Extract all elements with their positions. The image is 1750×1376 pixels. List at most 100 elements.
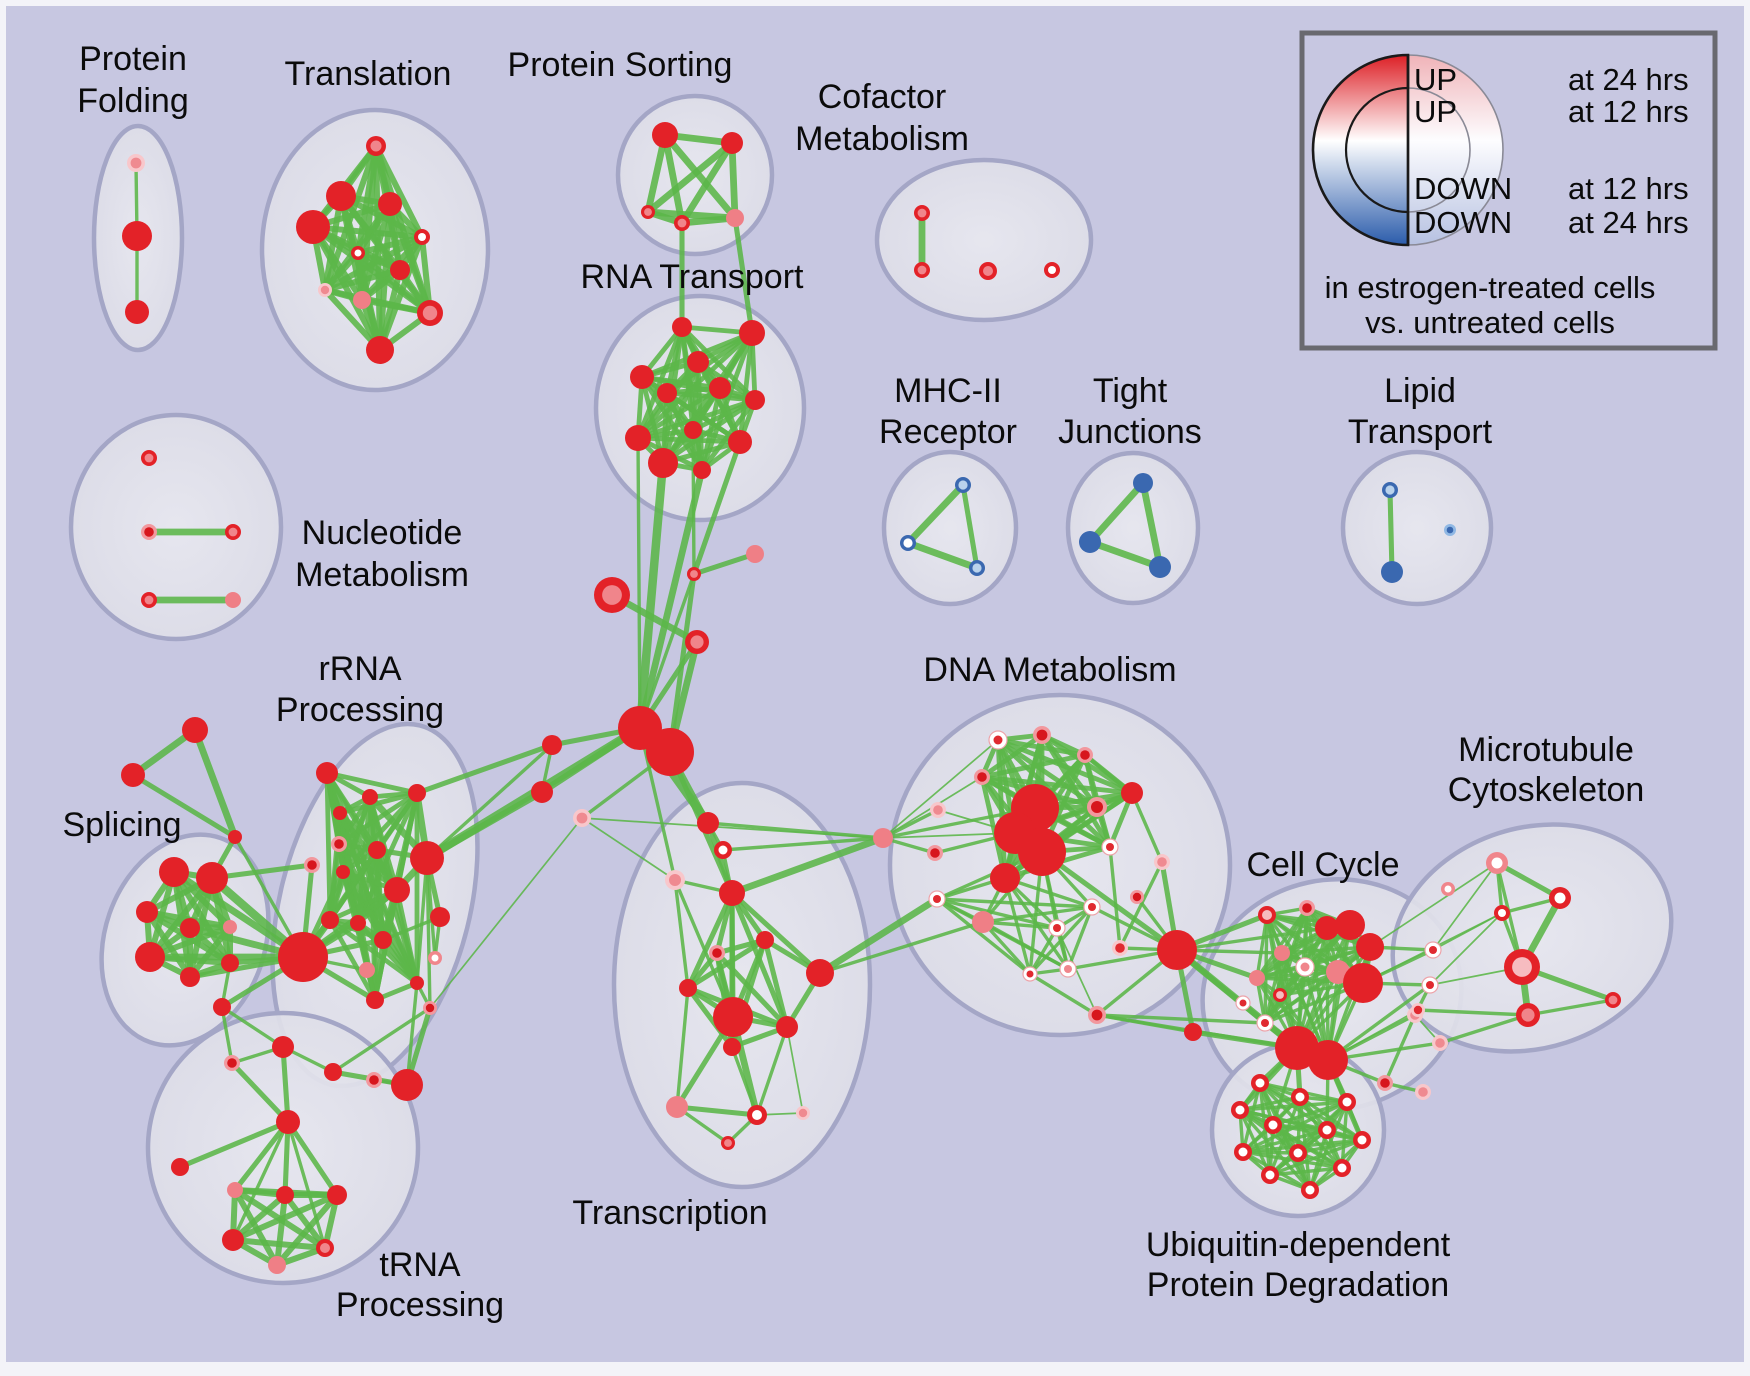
cluster-ellipse-mhc-ii-receptor — [881, 449, 1019, 607]
network-node-core — [1276, 991, 1284, 999]
network-node-core — [334, 839, 344, 849]
network-node-core — [1091, 801, 1103, 813]
network-edge — [660, 397, 758, 466]
network-edge — [699, 397, 758, 473]
network-node-core — [1132, 892, 1142, 902]
network-node — [366, 336, 394, 364]
network-node — [1356, 933, 1384, 961]
network-node-core — [418, 233, 426, 241]
network-node — [410, 976, 424, 990]
network-node-core — [1426, 981, 1434, 989]
network-node — [278, 932, 328, 982]
network-node — [806, 959, 834, 987]
network-node-core — [972, 563, 982, 573]
network-edge — [1039, 849, 1180, 953]
network-node — [326, 181, 356, 211]
network-node — [390, 260, 410, 280]
cluster-label-nucleotide-metabolism: Metabolism — [295, 556, 469, 594]
network-node — [225, 592, 241, 608]
network-node — [362, 789, 378, 805]
network-edge — [755, 1025, 789, 1117]
network-node-core — [1293, 1148, 1303, 1158]
network-edge — [274, 1192, 340, 1268]
cluster-ellipse-lipid-transport — [1340, 449, 1494, 607]
network-edge — [673, 878, 690, 990]
network-edge — [729, 890, 823, 976]
network-edge — [581, 817, 676, 881]
network-node-core — [144, 595, 154, 605]
network-node — [684, 421, 702, 439]
network-edge — [1369, 862, 1498, 948]
network-edge — [322, 267, 403, 293]
network-edge — [191, 726, 239, 841]
network-edge — [423, 788, 546, 862]
network-edge — [1416, 1008, 1530, 1017]
cluster-label-rna-transport: RNA Transport — [581, 258, 805, 296]
network-node-core — [307, 860, 317, 870]
network-node-core — [422, 305, 438, 321]
network-edge — [322, 250, 361, 293]
network-node-core — [1300, 962, 1310, 972]
network-node — [648, 448, 678, 478]
network-node-core — [1337, 1163, 1347, 1173]
legend-row-time: at 12 hrs — [1568, 171, 1689, 206]
network-edge — [721, 836, 885, 852]
cluster-label-nucleotide-metabolism: Nucleotide — [302, 514, 463, 552]
legend-row-time: at 24 hrs — [1568, 205, 1689, 240]
network-node-core — [1235, 1105, 1245, 1115]
network-node — [652, 122, 678, 148]
network-edge — [220, 1005, 285, 1049]
network-node-core — [933, 895, 941, 903]
network-edge — [209, 862, 315, 881]
network-edge — [1263, 951, 1284, 1025]
network-edge — [230, 1192, 340, 1243]
network-node — [359, 962, 375, 978]
network-edge — [644, 139, 736, 216]
network-edge — [1387, 487, 1395, 575]
network-node-core — [1357, 1135, 1367, 1145]
network-edge — [372, 937, 386, 1003]
network-node — [719, 880, 745, 906]
network-node — [321, 911, 339, 929]
network-node — [135, 942, 165, 972]
network-node-core — [1302, 903, 1312, 913]
network-edge — [414, 742, 555, 796]
network-node — [366, 991, 384, 1009]
network-node — [756, 931, 774, 949]
network-node-core — [602, 585, 622, 605]
cluster-label-cofactor-metabolism: Metabolism — [795, 120, 969, 158]
network-node — [180, 967, 200, 987]
cluster-ellipse-cofactor-metabolism — [874, 157, 1094, 323]
legend-row-time: at 12 hrs — [1568, 94, 1689, 129]
network-node-core — [644, 208, 652, 216]
legend-caption: vs. untreated cells — [1365, 305, 1615, 340]
legend-box: UP at 24 hrs UP at 12 hrs DOWN at 12 hrs DOWN a… — [1299, 30, 1718, 351]
network-edge — [960, 482, 980, 571]
network-node — [384, 877, 410, 903]
network-node-core — [1268, 1120, 1278, 1130]
cluster-label-trna-processing: Processing — [336, 1286, 504, 1324]
network-node-core — [1048, 266, 1056, 274]
network-node-core — [1512, 957, 1532, 977]
network-edge — [1268, 1166, 1344, 1177]
legend-caption: in estrogen-treated cells — [1325, 270, 1656, 305]
network-node — [687, 351, 709, 373]
network-node-core — [431, 954, 439, 962]
network-node-core — [1444, 885, 1452, 893]
network-edge — [904, 539, 981, 572]
network-edge — [979, 752, 1088, 780]
network-edge — [1175, 926, 1329, 952]
network-node — [227, 1182, 243, 1198]
network-edge — [818, 920, 985, 975]
network-edge — [274, 1192, 288, 1268]
network-node — [1274, 945, 1290, 961]
network-node-core — [370, 140, 382, 152]
network-node — [378, 192, 402, 216]
network-edge — [1238, 1100, 1349, 1112]
network-edge — [635, 435, 743, 445]
network-node-core — [1080, 750, 1090, 760]
network-node — [666, 1096, 688, 1118]
legend-row-direction: UP — [1414, 94, 1457, 129]
network-node — [1079, 531, 1101, 553]
